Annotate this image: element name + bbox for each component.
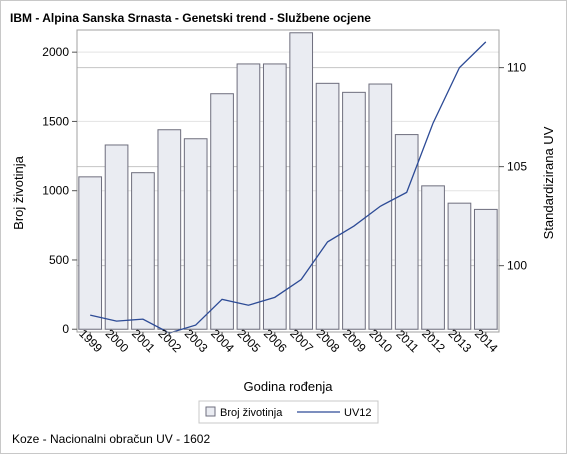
y2-axis-label: Standardizirana UV (541, 126, 556, 239)
bar-2000 (104, 144, 129, 330)
x-tick-label: 2014 (472, 326, 501, 355)
x-tick-label: 2002 (155, 326, 184, 355)
bar-2001 (131, 172, 155, 330)
x-tick-label: 2009 (340, 326, 369, 355)
legend-bar-swatch (205, 406, 216, 417)
bar-1999 (78, 176, 103, 330)
footnote: Koze - Nacionalni obračun UV - 1602 (12, 432, 210, 446)
x-tick-label: 2001 (129, 326, 158, 355)
y-axis-label: Broj životinja (11, 155, 26, 229)
x-tick-label: 2006 (261, 326, 290, 355)
x-tick-label: 2012 (419, 326, 448, 355)
plot-frame (76, 29, 500, 333)
x-tick-label: 2013 (446, 326, 475, 355)
x-tick-label: 2003 (182, 326, 211, 355)
x-tick-label: 2008 (314, 326, 343, 355)
x-tick-label: 2011 (393, 327, 421, 355)
bar-2006 (262, 63, 287, 330)
y-tick-label: 2000 (42, 45, 69, 59)
y-tick-label: 1500 (42, 114, 69, 128)
y2-tick-label: 110 (507, 61, 526, 75)
x-tick-label: 2000 (103, 326, 132, 355)
legend-label-line: UV12 (344, 407, 372, 419)
bar-2012 (421, 185, 445, 330)
line-layer (90, 41, 487, 334)
chart-title: IBM - Alpina Sanska Srnasta - Genetski t… (10, 11, 371, 25)
bar-2003 (183, 138, 208, 330)
bar-2013 (447, 202, 472, 330)
y2-tick-label: 100 (507, 259, 527, 273)
bar-2011 (394, 134, 419, 330)
y-tick-label: 0 (62, 322, 69, 336)
bar-2002 (157, 129, 182, 330)
x-tick-label: 2007 (287, 326, 316, 355)
y-tick-label: 1000 (42, 184, 69, 198)
bar-layer (78, 32, 498, 330)
bar-2007 (289, 32, 314, 330)
x-tick-label: 2010 (366, 326, 395, 355)
bar-2009 (342, 91, 366, 330)
bar-2014 (473, 208, 498, 330)
bar-2005 (236, 63, 261, 330)
x-axis-label: Godina rođenja (244, 379, 334, 394)
y-tick-label: 500 (49, 253, 69, 267)
x-tick-label: 2005 (235, 326, 264, 355)
bar-2004 (210, 93, 234, 330)
y2-tick-label: 105 (507, 160, 527, 174)
uv12-line (90, 41, 487, 334)
legend-label-bars: Broj životinja (220, 407, 283, 419)
legend-box (198, 400, 379, 424)
x-tick-label: 2004 (208, 326, 237, 355)
x-tick-label: 1999 (76, 326, 105, 355)
legend: Broj životinja UV12 (198, 400, 379, 424)
bar-2008 (315, 82, 340, 330)
